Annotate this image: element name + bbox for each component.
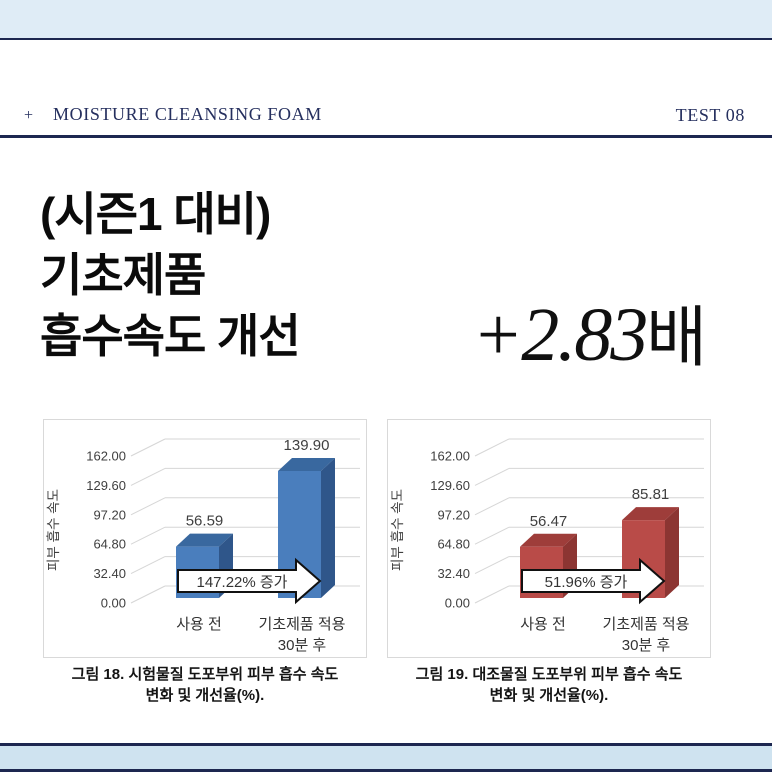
multiplier-value: +2.83 (472, 293, 648, 377)
gridline-slant (474, 526, 510, 545)
y-tick-label: 162.00 (430, 449, 470, 464)
x-label-after-line1: 기초제품 적용 (259, 616, 346, 633)
caption-line1: 그림 18. 시험물질 도포부위 피부 흡수 속도 (71, 666, 339, 683)
gridline-slant (474, 556, 510, 575)
bar-value-label: 139.90 (284, 437, 330, 454)
y-axis-title: 피부 흡수 속도 (390, 489, 405, 571)
gridline-slant (474, 497, 510, 516)
y-tick-label: 32.40 (93, 566, 126, 581)
y-tick-label: 32.40 (437, 566, 470, 581)
y-tick-label: 97.20 (437, 507, 470, 522)
brand-title-group: + MOISTURE CLEANSING FOAM (24, 104, 322, 125)
x-label-after-line1: 기초제품 적용 (603, 616, 690, 633)
bar-chart-blue: 162.00 129.60 97.20 64.80 32.40 0.00 피부 흡수 속도 5… (46, 437, 360, 654)
product-title: MOISTURE CLEANSING FOAM (53, 104, 322, 124)
bar-top-face (176, 533, 233, 547)
gridline-slant (130, 497, 166, 516)
page-header: + MOISTURE CLEANSING FOAM TEST 08 (0, 104, 772, 134)
gridline-slant (474, 585, 510, 604)
y-tick-label: 0.00 (101, 596, 126, 611)
headline-line1: (시즌1 대비) (40, 188, 271, 240)
gridline-slant (474, 467, 510, 486)
bar-side-face (665, 507, 679, 598)
improvement-multiplier: +2.83배 (472, 284, 707, 380)
headline-line2: 기초제품 (40, 249, 206, 301)
top-accent-band (0, 0, 772, 40)
x-label-after-line2: 30분 후 (278, 637, 327, 654)
y-tick-label: 64.80 (93, 537, 126, 552)
chart-control-substance: 162.00 129.60 97.20 64.80 32.40 0.00 피부 흡수 속도 5… (387, 419, 711, 658)
bar-value-label: 56.59 (186, 513, 224, 530)
bar-top-face (622, 507, 679, 521)
bar-top-face (520, 533, 577, 547)
increase-arrow-icon (177, 557, 322, 605)
increase-annotation: 147.22% 증가 (197, 574, 288, 591)
y-tick-label: 129.60 (430, 478, 470, 493)
increase-arrow-icon (521, 557, 666, 605)
y-tick-label: 97.20 (93, 507, 126, 522)
bar-value-label: 56.47 (530, 513, 568, 530)
y-tick-label: 129.60 (86, 478, 126, 493)
chart-test-substance: 162.00 129.60 97.20 64.80 32.40 0.00 피부 흡수 속도 5… (43, 419, 367, 658)
y-axis-title: 피부 흡수 속도 (46, 489, 61, 571)
gridline-slant (130, 526, 166, 545)
x-label-after-line2: 30분 후 (622, 637, 671, 654)
caption-line2: 변화 및 개선율(%). (489, 687, 609, 704)
gridline-slant (474, 438, 510, 457)
headline-line3: 흡수속도 개선 (40, 310, 301, 362)
y-tick-label: 162.00 (86, 449, 126, 464)
y-tick-label: 64.80 (437, 537, 470, 552)
test-number-label: TEST 08 (675, 105, 745, 125)
plus-icon: + (24, 107, 34, 124)
bar-side-face (321, 458, 335, 598)
gridline-slant (130, 585, 166, 604)
increase-annotation: 51.96% 증가 (545, 574, 628, 591)
bar-chart-red: 162.00 129.60 97.20 64.80 32.40 0.00 피부 흡수 속도 5… (390, 438, 704, 654)
caption-figure-19: 그림 19. 대조물질 도포부위 피부 흡수 속도 변화 및 개선율(%). (387, 664, 711, 706)
bottom-accent-band (0, 743, 772, 772)
x-label-before: 사용 전 (176, 616, 222, 633)
caption-line2: 변화 및 개선율(%). (145, 687, 265, 704)
y-tick-label: 0.00 (445, 596, 470, 611)
bar-value-label: 85.81 (632, 486, 670, 503)
multiplier-unit: 배 (646, 302, 708, 375)
bar-front-face (278, 471, 321, 598)
caption-figure-18: 그림 18. 시험물질 도포부위 피부 흡수 속도 변화 및 개선율(%). (43, 664, 367, 706)
gridline-slant (130, 467, 166, 486)
gridline-slant (130, 556, 166, 575)
headline: (시즌1 대비) 기초제품 흡수속도 개선 (40, 184, 301, 367)
caption-line1: 그림 19. 대조물질 도포부위 피부 흡수 속도 (415, 666, 683, 683)
header-divider (0, 135, 772, 138)
bar-top-face (278, 458, 335, 472)
gridline-slant (130, 438, 166, 457)
x-label-before: 사용 전 (520, 616, 566, 633)
